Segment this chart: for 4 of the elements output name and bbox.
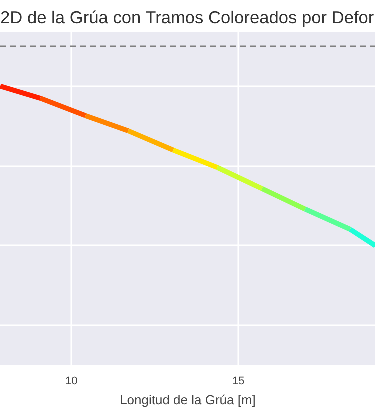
x-tick-label: 10 — [66, 376, 78, 388]
x-axis-title: Longitud de la Grúa [m] — [120, 392, 256, 408]
chart-title: 2D de la Grúa con Tramos Coloreados por Defor — [0, 8, 374, 28]
x-tick-label: 15 — [232, 376, 245, 388]
